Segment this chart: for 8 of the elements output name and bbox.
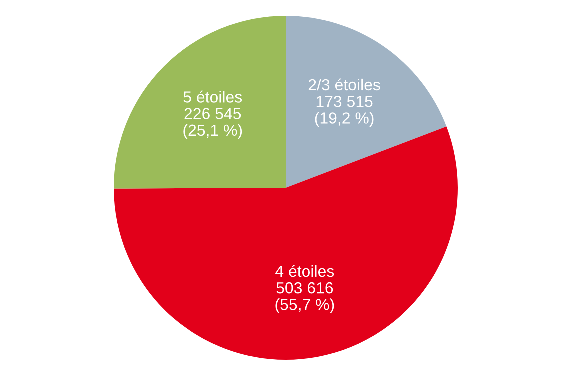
slice-label: 5 étoiles (184, 90, 242, 103)
data-label: 226 545 (25,1 %) (184, 108, 242, 140)
pie-slice (114, 16, 286, 189)
data-label: 503 616 (55,7 %) (276, 282, 334, 314)
slice-label: 2/3 étoiles (308, 78, 380, 91)
data-label: 173 515 (19,2 %) (315, 96, 374, 128)
slice-label: 4 étoiles (276, 265, 334, 278)
pie-slice (286, 16, 447, 188)
